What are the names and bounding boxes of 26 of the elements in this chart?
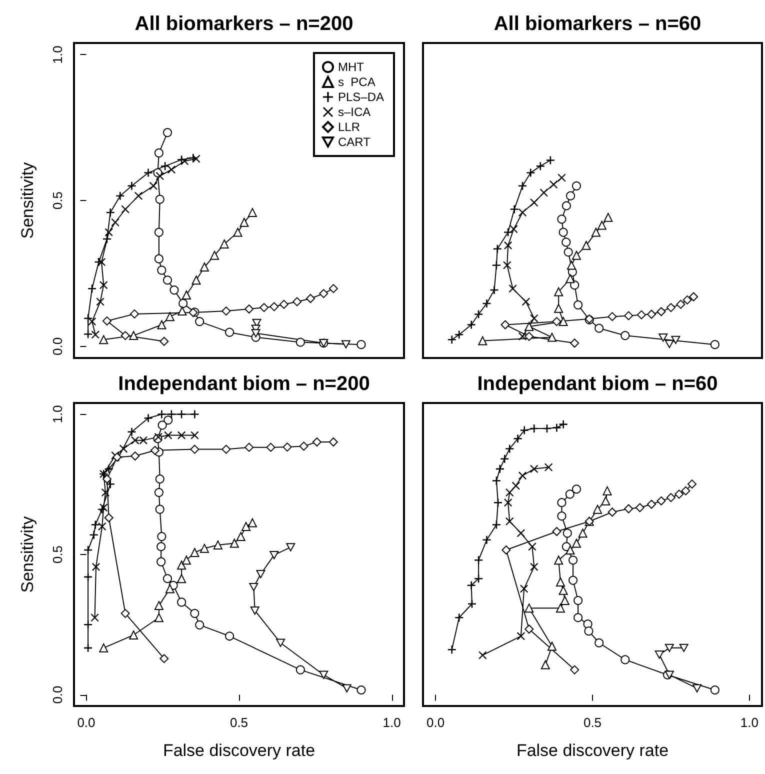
legend-label: s–ICA xyxy=(338,105,371,119)
y-tick-label: 0.0 xyxy=(50,337,65,356)
legend-label: PLS–DA xyxy=(338,90,384,104)
y-tick-label: 0.0 xyxy=(50,686,65,704)
y-tick-label: 1.0 xyxy=(50,46,65,64)
x-tick-label: 0.0 xyxy=(426,715,445,730)
x-axis-title: False discovery rate xyxy=(162,741,316,760)
y-tick-label: 1.0 xyxy=(50,405,65,424)
legend-label: CART xyxy=(338,135,372,149)
x-tick-label: 0.5 xyxy=(230,715,248,730)
y-axis-title: Sensitivity xyxy=(18,162,37,239)
y-tick-label: 0.5 xyxy=(50,545,65,564)
x-tick-label: 1.0 xyxy=(740,715,758,730)
legend-label: LLR xyxy=(338,120,360,134)
x-axis-title: False discovery rate xyxy=(516,741,669,760)
x-tick-label: 0.5 xyxy=(583,715,602,730)
legend-label: MHT xyxy=(338,60,365,74)
x-tick-label: 0.0 xyxy=(77,715,96,730)
chart-title: Independant biom – n=200 xyxy=(118,373,370,395)
chart-title: All biomarkers – n=60 xyxy=(494,13,702,35)
y-axis-title: Sensitivity xyxy=(18,516,37,593)
y-tick-label: 0.5 xyxy=(50,191,65,210)
chart-title: Independant biom – n=60 xyxy=(477,373,718,395)
legend-label: s PCA xyxy=(338,75,376,89)
chart-title: All biomarkers – n=200 xyxy=(134,13,354,35)
x-tick-label: 1.0 xyxy=(382,715,401,730)
